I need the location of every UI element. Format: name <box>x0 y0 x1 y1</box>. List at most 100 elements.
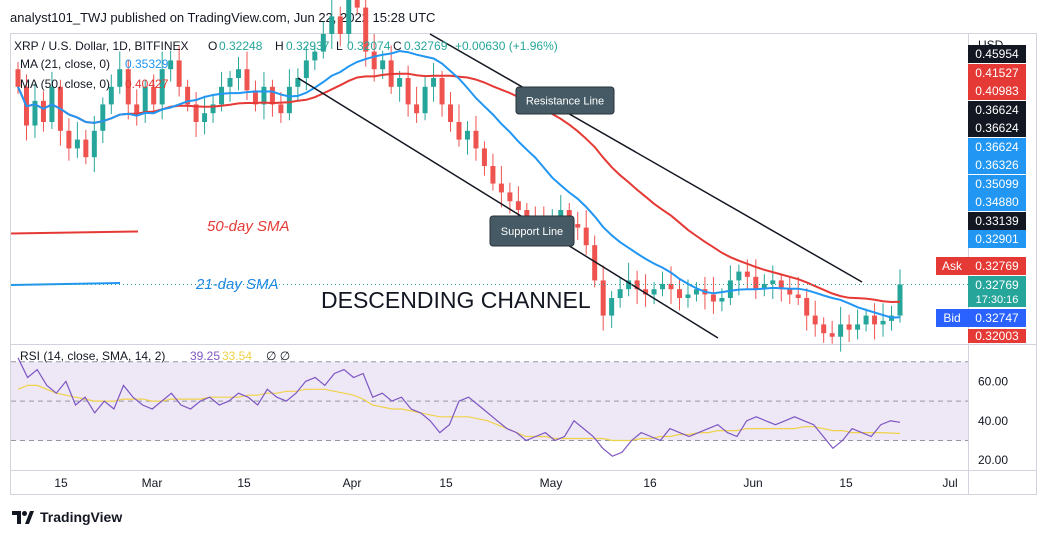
support-callout-label: Support Line <box>501 226 563 238</box>
last-price-tag-bg <box>968 276 1026 307</box>
candle-body <box>405 78 411 105</box>
price-tag-bg <box>968 212 1026 230</box>
candle-body <box>227 78 233 87</box>
candle-body <box>617 289 623 298</box>
candle-body <box>397 78 403 87</box>
legend-rsi-extra: ∅ ∅ <box>266 349 290 363</box>
legend-ohlc-value: 0.32769 <box>404 39 448 53</box>
price-tag-2: 0.40983 <box>975 84 1019 98</box>
legend-ohlc-label: C <box>393 39 402 53</box>
time-tick-3: Apr <box>343 476 362 490</box>
candle-body <box>778 280 784 290</box>
candle-body <box>787 289 793 295</box>
rsi-tick-1: 40.00 <box>978 414 1008 428</box>
resistance-callout: Resistance Line <box>515 86 615 115</box>
candle-body <box>575 224 581 228</box>
rsi-tick-2: 20.00 <box>978 453 1008 467</box>
legend-ohlc-value: 0.32937 <box>286 39 330 53</box>
candle-body <box>872 315 878 325</box>
candle-body <box>312 51 318 61</box>
legend-ohlc-label: L <box>336 39 343 53</box>
candle-body <box>261 86 267 105</box>
candle-body <box>456 122 462 140</box>
chart-frame <box>10 33 1037 495</box>
legend-change: +0.00630 (+1.96%) <box>455 39 558 53</box>
candle-body <box>600 280 606 316</box>
candle-body <box>838 324 844 337</box>
legend-ohlc-label: O <box>208 39 217 53</box>
candle-body <box>15 69 21 87</box>
candle-body <box>583 227 589 246</box>
candle-body <box>439 78 445 105</box>
candle-body <box>159 69 165 105</box>
bar-countdown: 17:30:16 <box>976 294 1019 306</box>
sma21-annotation: 21-day SMA <box>195 276 279 293</box>
candle-body <box>685 294 691 298</box>
price-tag-bg <box>968 119 1026 137</box>
candle-body <box>66 130 72 149</box>
candle-body <box>524 210 530 219</box>
candle-body <box>100 104 106 131</box>
candle-body <box>693 289 699 295</box>
time-tick-8: 15 <box>839 476 853 490</box>
time-tick-2: 15 <box>237 476 251 490</box>
candle-body <box>371 51 377 70</box>
price-tag-bg <box>968 45 1026 63</box>
bid-label-bg <box>936 309 968 327</box>
price-tag-0: 0.45954 <box>975 47 1019 61</box>
time-tick-7: Jun <box>743 476 762 490</box>
time-tick-5: May <box>540 476 563 490</box>
candle-body <box>32 100 38 126</box>
legend-ma50-value: 0.40427 <box>125 77 169 91</box>
ask-label-bg <box>936 257 968 275</box>
candle-body <box>210 104 216 114</box>
candle-body <box>295 78 301 87</box>
candle-body <box>117 69 123 87</box>
candle-body <box>354 0 360 8</box>
candle-body <box>481 148 487 166</box>
candle-body <box>448 104 454 122</box>
ask-tag-bg <box>968 257 1026 275</box>
candle-body <box>753 276 759 290</box>
candle-body <box>329 16 335 34</box>
candle-body <box>286 86 292 114</box>
legend-ohlc-value: 0.32248 <box>219 39 263 53</box>
price-tag-bg <box>968 193 1026 211</box>
legend-ma21-label: MA (21, close, 0) <box>20 57 110 71</box>
price-tag-10: 0.32901 <box>975 232 1019 246</box>
candle-body <box>710 294 716 302</box>
candle-body <box>897 284 903 316</box>
sma21-marker-line <box>10 282 121 286</box>
legend-ma50-label: MA (50, close, 0) <box>20 77 110 91</box>
candle-body <box>91 130 97 158</box>
candle-body <box>473 130 479 149</box>
candle-body <box>236 69 241 78</box>
candle-body <box>744 271 750 277</box>
resistance-callout-label: Resistance Line <box>526 96 604 108</box>
candle-body <box>380 60 386 70</box>
candle-body <box>125 69 131 105</box>
candle-body <box>108 86 114 105</box>
price-tag-bg <box>968 175 1026 193</box>
candle-body <box>134 104 140 114</box>
candle-body <box>761 283 767 290</box>
candle-body <box>83 139 89 158</box>
candle-body <box>736 271 742 281</box>
price-tag-1: 0.41527 <box>975 66 1019 80</box>
legend-ohlc-value: 0.32074 <box>347 39 391 53</box>
tradingview-footer: TradingView <box>12 509 122 525</box>
candle-body <box>202 113 208 122</box>
publish-header: analyst101_TWJ published on TradingView.… <box>10 10 436 25</box>
candle-body <box>363 7 369 52</box>
support-channel-line <box>297 77 719 339</box>
rsi-tick-0: 60.00 <box>978 374 1008 388</box>
price-tag-3: 0.36624 <box>975 103 1019 117</box>
candle-body <box>431 78 437 87</box>
time-tick-0: 15 <box>54 476 68 490</box>
last-price-tag: 0.32769 <box>975 278 1019 292</box>
candle-body <box>219 86 225 105</box>
candle-body <box>252 90 258 105</box>
legend-rsi-sma-value: 33.54 <box>222 349 252 363</box>
price-tag-bg <box>968 230 1026 248</box>
